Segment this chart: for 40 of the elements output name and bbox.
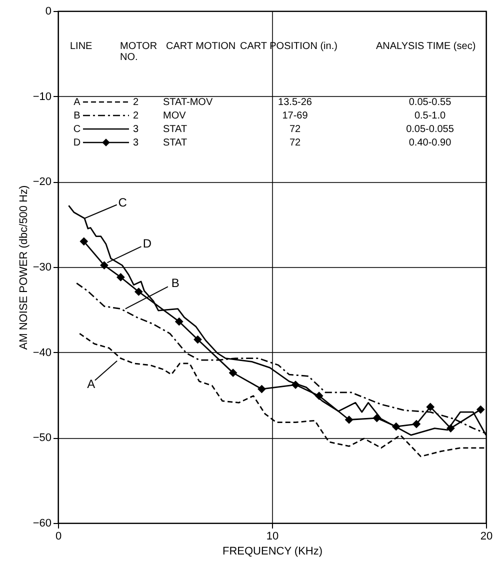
annotation: B <box>171 276 180 290</box>
annotation: C <box>118 195 128 210</box>
annotation: 2 <box>133 110 139 122</box>
annotation: 0.05-0.55 <box>408 97 452 108</box>
legend-label: A <box>74 97 81 108</box>
annotation: 17-69 <box>282 110 308 122</box>
annotation: MOV <box>163 110 186 122</box>
annotation: 2 <box>133 97 139 108</box>
annotation: 72 <box>289 138 301 148</box>
annotation: STAT <box>163 124 188 135</box>
annotation: MOTOR NO. <box>120 41 158 63</box>
annotation: 3 <box>133 124 139 135</box>
y-tick-label: −40 <box>32 346 52 359</box>
legend-label: B <box>74 110 81 122</box>
y-tick-label: 0 <box>45 6 52 18</box>
annotation: 0.40-0.90 <box>408 138 452 148</box>
x-tick-label: 0 <box>55 530 62 542</box>
y-tick-label: −50 <box>32 432 52 444</box>
y-axis-title: AM NOISE POWER (dbc/500 Hz) <box>18 185 30 350</box>
x-tick-label: 20 <box>480 530 493 542</box>
legend-label: D <box>73 138 81 148</box>
annotation: STAT-MOV <box>163 97 213 108</box>
annotation: 0.5-1.0 <box>414 110 446 122</box>
y-tick-label: −10 <box>32 90 52 103</box>
annotation: 3 <box>133 138 139 148</box>
annotation: 0.05-0.055 <box>406 124 454 135</box>
x-axis-title: FREQUENCY (KHz) <box>222 546 323 558</box>
annotation: A <box>87 376 96 391</box>
legend-label: C <box>73 124 81 135</box>
annotation: 13.5-26 <box>278 97 312 108</box>
y-tick-label: −20 <box>32 176 52 188</box>
annotation: 72 <box>289 124 301 135</box>
y-tick-label: −60 <box>32 518 52 530</box>
annotation: STAT <box>163 138 188 148</box>
annotation: CART MOTION <box>166 41 236 52</box>
annotation: LINE <box>70 41 93 52</box>
annotation: ANALYSIS TIME (sec) <box>376 41 476 52</box>
annotation: D <box>142 236 152 251</box>
x-tick-label: 10 <box>266 530 279 542</box>
y-tick-label: −30 <box>32 262 52 274</box>
